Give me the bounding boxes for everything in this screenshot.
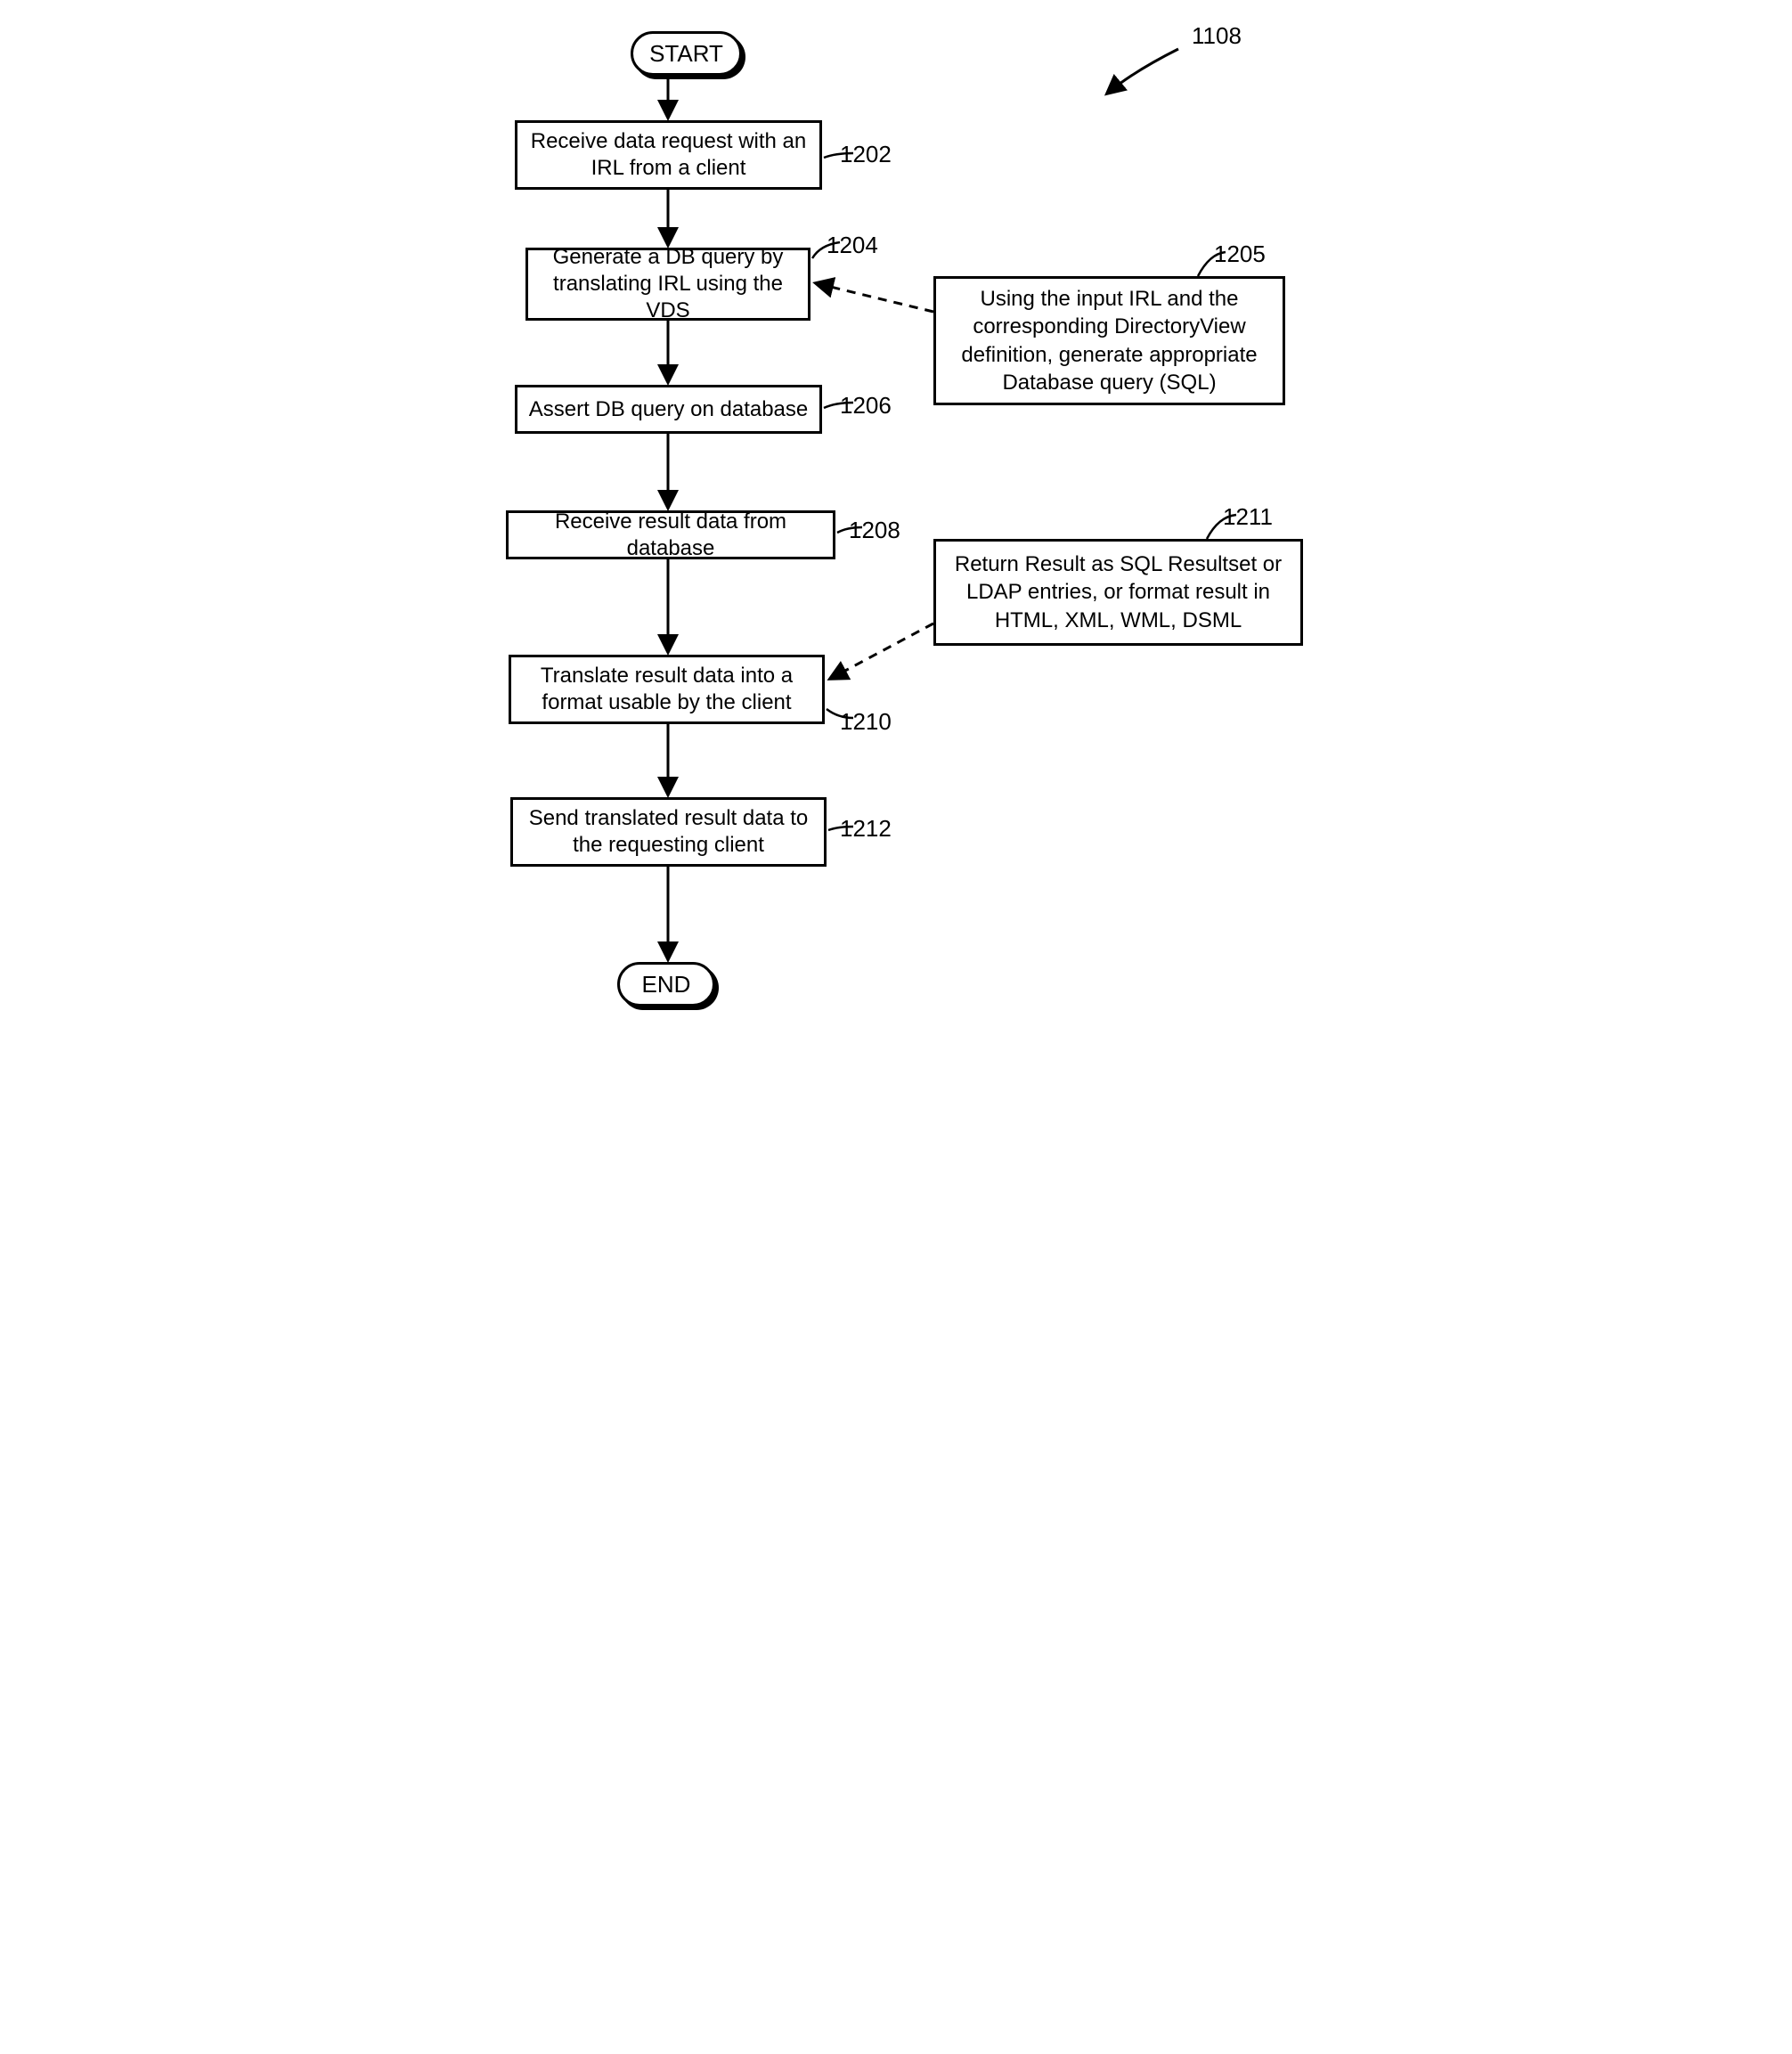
process-step-1204: Generate a DB query by translating IRL u…: [525, 248, 810, 321]
ref-label-1205: 1205: [1214, 240, 1266, 268]
flowchart-canvas: START END Receive data request with an I…: [448, 0, 1344, 1027]
ref-label-1202: 1202: [840, 141, 892, 168]
terminator-start: START: [631, 31, 742, 76]
ref-label-1206: 1206: [840, 392, 892, 420]
ref-label-1212: 1212: [840, 815, 892, 843]
terminator-end: END: [617, 962, 715, 1007]
figure-ref-arrow: [1107, 49, 1178, 94]
ref-label-1208: 1208: [849, 517, 900, 544]
process-step-1210: Translate result data into a format usab…: [509, 655, 825, 724]
ref-label-1210: 1210: [840, 708, 892, 736]
dashed-arrow-1205-to-1204: [816, 283, 933, 312]
figure-ref-label: 1108: [1192, 22, 1242, 50]
ref-label-1211: 1211: [1223, 503, 1273, 531]
process-step-1212: Send translated result data to the reque…: [510, 797, 827, 867]
annotation-1211: Return Result as SQL Resultset or LDAP e…: [933, 539, 1303, 646]
annotation-1205: Using the input IRL and the correspondin…: [933, 276, 1285, 405]
process-step-1208: Receive result data from database: [506, 510, 835, 559]
ref-label-1204: 1204: [827, 232, 878, 259]
process-step-1206: Assert DB query on database: [515, 385, 822, 434]
dashed-arrow-1211-to-1210: [830, 624, 933, 679]
process-step-1202: Receive data request with an IRL from a …: [515, 120, 822, 190]
